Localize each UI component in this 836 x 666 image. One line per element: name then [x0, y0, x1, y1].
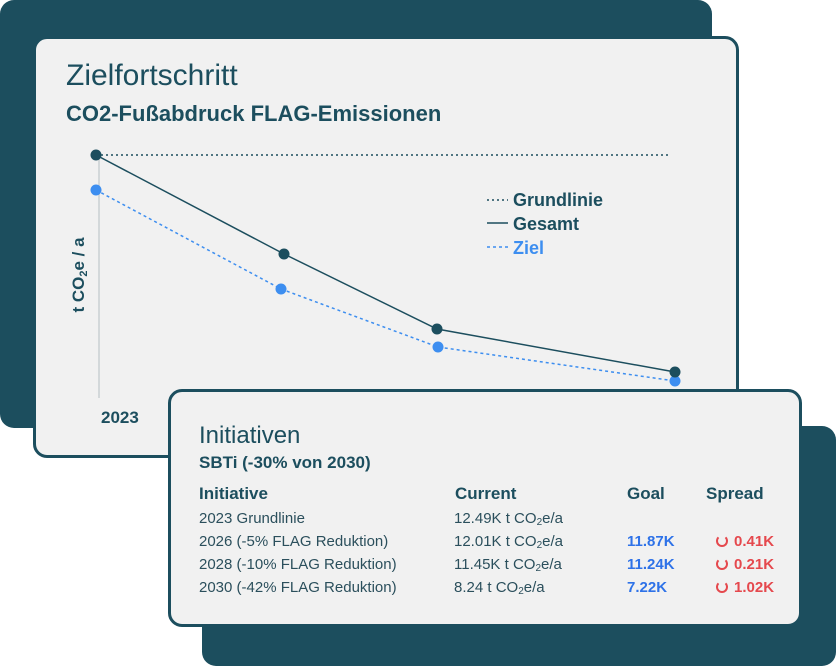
goal-value: 7.22K — [627, 579, 668, 596]
spread-value: 0.41K — [716, 533, 774, 550]
column-header-spread: Spread — [706, 484, 764, 503]
initiative-name: 2030 (-42% FLAG Reduktion) — [199, 579, 397, 596]
initiatives-title: Initiativen — [199, 422, 301, 449]
total-series-line — [95, 154, 676, 373]
target-point-2028 — [432, 341, 444, 353]
spread-indicator-icon — [716, 581, 728, 593]
target-point-2030 — [669, 375, 681, 387]
column-header-current: Current — [455, 484, 517, 503]
current-value: 12.49K t CO2e/a — [454, 510, 563, 528]
legend-baseline-label: Grundlinie — [513, 190, 603, 210]
goal-progress-card: Zielfortschritt CO2-Fußabdruck FLAG-Emis… — [33, 36, 739, 458]
x-tick-label: 2023 — [101, 408, 139, 427]
current-value: 8.24 t CO2e/a — [454, 579, 545, 597]
target-series-line — [95, 189, 676, 382]
current-value: 12.01K t CO2e/a — [454, 533, 563, 551]
table-row: 2023 Grundlinie 12.49K t CO2e/a — [171, 510, 799, 532]
table-row: 2026 (-5% FLAG Reduktion) 12.01K t CO2e/… — [171, 533, 799, 555]
page-title: Zielfortschritt — [66, 59, 238, 92]
total-point-2023 — [90, 149, 102, 161]
initiative-name: 2026 (-5% FLAG Reduktion) — [199, 533, 389, 550]
spread-indicator-icon — [716, 535, 728, 547]
chart-subtitle: CO2-Fußabdruck FLAG-Emissionen — [66, 101, 442, 126]
goal-value: 11.24K — [627, 556, 675, 573]
spread-value: 1.02K — [716, 579, 774, 596]
column-header-goal: Goal — [627, 484, 665, 503]
target-point-2026 — [275, 283, 287, 295]
initiatives-card: Initiativen SBTi (-30% von 2030) Initiat… — [168, 389, 802, 627]
legend-total-label: Gesamt — [513, 214, 579, 234]
y-axis-label: t CO2e / a — [69, 237, 90, 313]
table-row: 2028 (-10% FLAG Reduktion) 11.45K t CO2e… — [171, 556, 799, 578]
current-value: 11.45K t CO2e/a — [454, 556, 562, 574]
column-header-initiative: Initiative — [199, 484, 268, 503]
initiatives-subtitle: SBTi (-30% von 2030) — [199, 453, 371, 472]
total-point-2030 — [669, 366, 681, 378]
table-row: 2030 (-42% FLAG Reduktion) 8.24 t CO2e/a… — [171, 579, 799, 601]
goal-value: 11.87K — [627, 533, 675, 550]
emissions-line-chart: t CO2e / a 2023 Grundlinie Gesamt Ziel — [69, 149, 681, 427]
legend-target-label: Ziel — [513, 238, 544, 258]
spread-value: 0.21K — [716, 556, 774, 573]
spread-indicator-icon — [716, 558, 728, 570]
total-point-2026 — [278, 248, 290, 260]
chart-legend: Grundlinie Gesamt Ziel — [487, 190, 603, 258]
total-point-2028 — [431, 323, 443, 335]
initiative-name: 2028 (-10% FLAG Reduktion) — [199, 556, 397, 573]
target-point-2023 — [90, 184, 102, 196]
initiative-name: 2023 Grundlinie — [199, 510, 305, 527]
